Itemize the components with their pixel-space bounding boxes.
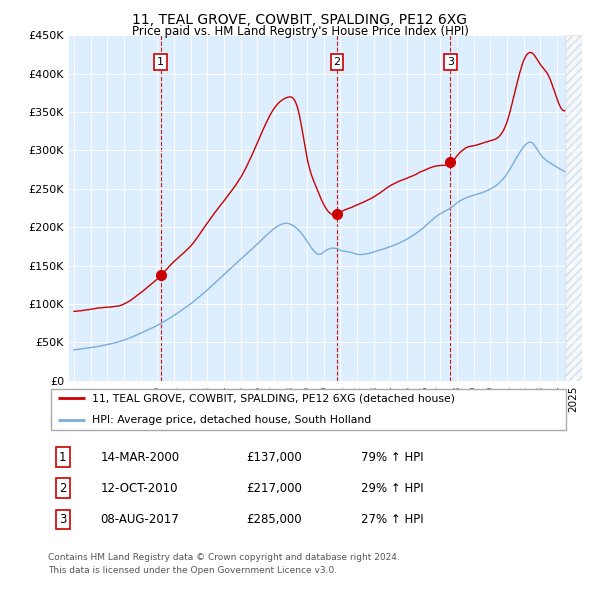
Text: 1: 1 <box>59 451 67 464</box>
Text: 3: 3 <box>59 513 67 526</box>
Text: 29% ↑ HPI: 29% ↑ HPI <box>361 481 424 495</box>
Text: 1: 1 <box>157 57 164 67</box>
Text: 12-OCT-2010: 12-OCT-2010 <box>100 481 178 495</box>
Text: 3: 3 <box>447 57 454 67</box>
Text: £137,000: £137,000 <box>247 451 302 464</box>
Text: 08-AUG-2017: 08-AUG-2017 <box>100 513 179 526</box>
Text: £285,000: £285,000 <box>247 513 302 526</box>
Text: 27% ↑ HPI: 27% ↑ HPI <box>361 513 424 526</box>
Text: 14-MAR-2000: 14-MAR-2000 <box>100 451 179 464</box>
Text: HPI: Average price, detached house, South Holland: HPI: Average price, detached house, Sout… <box>92 415 371 425</box>
Bar <box>565 35 582 381</box>
Text: 2: 2 <box>59 481 67 495</box>
Text: 2: 2 <box>334 57 340 67</box>
Text: Contains HM Land Registry data © Crown copyright and database right 2024.: Contains HM Land Registry data © Crown c… <box>48 553 400 562</box>
Text: 11, TEAL GROVE, COWBIT, SPALDING, PE12 6XG (detached house): 11, TEAL GROVE, COWBIT, SPALDING, PE12 6… <box>92 394 455 403</box>
Text: £217,000: £217,000 <box>247 481 302 495</box>
FancyBboxPatch shape <box>50 389 566 430</box>
Text: Price paid vs. HM Land Registry's House Price Index (HPI): Price paid vs. HM Land Registry's House … <box>131 25 469 38</box>
Text: 11, TEAL GROVE, COWBIT, SPALDING, PE12 6XG: 11, TEAL GROVE, COWBIT, SPALDING, PE12 6… <box>133 13 467 27</box>
Text: 79% ↑ HPI: 79% ↑ HPI <box>361 451 424 464</box>
Text: This data is licensed under the Open Government Licence v3.0.: This data is licensed under the Open Gov… <box>48 566 337 575</box>
